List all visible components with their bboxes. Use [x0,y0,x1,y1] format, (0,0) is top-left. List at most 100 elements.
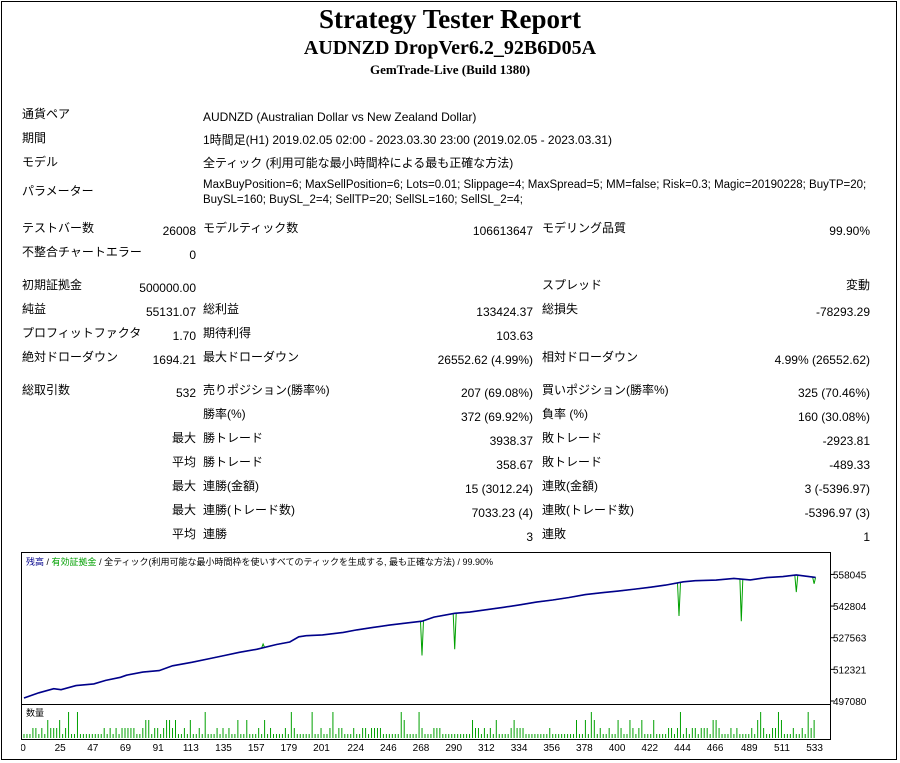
model-value: 全ティック (利用可能な最小時間枠による最も正確な方法) [203,156,514,170]
consecutive-losses-trades-value: -5396.97 (3) [804,506,870,520]
report-title: Strategy Tester Report [319,4,581,34]
x-tick-label: 25 [55,743,67,754]
x-axis: 0 25 47 69 91 113 135 157 179 201 224 246 268 290 312 3… [21,743,823,754]
win-rate-value: 372 (69.92%) [460,410,533,424]
average-consecutive-wins-value: 3 [526,530,533,544]
x-tick-label: 444 [674,743,691,754]
legend-equity: 有効証拠金 [51,557,97,567]
largest-win-label: 勝トレード [203,431,264,445]
average-loss-label: 敗トレード [542,455,603,469]
expected-payoff-label: 期待利得 [203,326,252,340]
x-tick-label: 378 [576,743,593,754]
x-tick-label: 0 [21,743,26,754]
average-consecutive-losses-label: 連敗 [542,527,567,541]
balance-plot [23,574,817,699]
long-positions-label: 買いポジション(勝率%) [542,383,669,397]
deposit-label: 初期証拠金 [22,278,83,292]
average-win-value: 358.67 [496,458,533,472]
x-tick-label: 489 [741,743,758,754]
loss-rate-label: 負率 (%) [542,407,588,421]
mismatch-value: 0 [189,248,196,262]
legend-separator: / [46,557,52,567]
consecutive-losses-trades-label: 連敗(トレード数) [542,503,634,517]
mismatch-label: 不整合チャートエラー [22,245,142,259]
x-tick-label: 533 [806,743,823,754]
x-tick-label: 422 [641,743,658,754]
server-info: GemTrade-Live (Build 1380) [369,62,531,77]
equity-line [23,574,817,699]
symbol-value: AUDNZD (Australian Dollar vs New Zealand… [203,110,477,124]
profit-factor-value: 1.70 [172,329,196,343]
consecutive-wins-trades-label: 連勝(トレード数) [203,503,295,517]
volume-plot [23,712,815,738]
y-tick-label: 558045 [833,570,867,581]
x-tick-label: 246 [380,743,397,754]
long-positions-value: 325 (70.46%) [797,386,870,400]
relative-drawdown-value: 4.99% (26552.62) [774,353,870,367]
deposit-value: 500000.00 [139,281,196,295]
balance-chart: 残高 / 有効証拠金 / 全ティック(利用可能な最小時間枠を使いすべてのティック… [21,552,831,705]
legend-balance: 残高 [26,557,45,567]
volume-chart: 数量 [21,704,831,740]
total-trades-value: 532 [175,386,196,400]
x-tick-label: 400 [609,743,626,754]
y-tick-label: 527563 [833,634,867,645]
x-tick-label: 91 [153,743,165,754]
max-drawdown-value: 26552.62 (4.99%) [437,353,533,367]
largest-win-value: 3938.37 [489,434,533,448]
params-line-2: BuySL=160; BuySL_2=4; SellTP=20; SellSL=… [203,194,523,206]
x-tick-label: 201 [313,743,330,754]
gross-loss-label: 総損失 [542,302,579,316]
chart-legend: 残高 / 有効証拠金 / 全ティック(利用可能な最小時間枠を使いすべてのティック… [26,555,493,568]
x-tick-label: 157 [248,743,265,754]
gross-loss-value: -78293.29 [815,305,870,319]
x-tick-label: 224 [347,743,364,754]
balance-line [23,574,816,699]
net-profit-value: 55131.07 [145,305,196,319]
short-positions-value: 207 (69.08%) [460,386,533,400]
ticks-label: モデルティック数 [203,221,299,235]
x-tick-label: 511 [774,743,790,754]
consecutive-losses-amount-label: 連敗(金額) [542,479,598,493]
average-consecutive-wins-label: 連勝 [203,527,228,541]
params-label: パラメーター [22,184,94,198]
net-profit-label: 純益 [22,302,47,316]
params-line-1: MaxBuyPosition=6; MaxSellPosition=6; Lot… [203,179,867,191]
y-tick-label: 542804 [833,602,867,613]
model-label: モデル [22,155,59,169]
legend-description: / 全ティック(利用可能な最小時間枠を使いすべてのティックを生成する, 最も正確… [99,557,494,567]
absolute-drawdown-label: 絶対ドローダウン [22,350,119,364]
x-tick-label: 466 [707,743,724,754]
report-subtitle: AUDNZD DropVer6.2_92B6D05A [303,37,597,59]
y-axis: 558045 542804 527563 512321 497080 [830,570,867,708]
x-tick-label: 290 [445,743,462,754]
quality-label: モデリング品質 [542,221,627,235]
consecutive-wins-trades-value: 7033.23 (4) [471,506,533,520]
gross-profit-value: 133424.37 [476,305,533,319]
x-tick-label: 179 [281,743,298,754]
consecutive-wins-amount-value: 15 (3012.24) [464,482,533,496]
symbol-label: 通貨ペア [22,107,71,121]
period-label: 期間 [22,131,47,145]
x-tick-label: 47 [87,743,99,754]
short-positions-label: 売りポジション(勝率%) [203,383,330,397]
period-value: 1時間足(H1) 2019.02.05 02:00 - 2023.03.30 2… [203,133,612,147]
average-label: 平均 [171,455,196,469]
x-tick-label: 113 [183,743,199,754]
x-tick-label: 356 [543,743,560,754]
max-drawdown-label: 最大ドローダウン [203,350,300,364]
absolute-drawdown-value: 1694.21 [152,353,196,367]
gross-profit-label: 総利益 [203,302,240,316]
win-rate-label: 勝率(%) [203,407,246,421]
max-consecutive-amount-label: 最大 [171,479,196,493]
x-tick-label: 312 [478,743,495,754]
total-trades-label: 総取引数 [22,383,71,397]
average-loss-value: -489.33 [829,458,870,472]
profit-factor-label: プロフィットファクタ [22,326,142,340]
relative-drawdown-label: 相対ドローダウン [542,350,639,364]
largest-label: 最大 [171,431,196,445]
average-consecutive-losses-value: 1 [863,530,870,544]
x-tick-label: 268 [413,743,430,754]
spread-label: スプレッド [542,278,603,292]
